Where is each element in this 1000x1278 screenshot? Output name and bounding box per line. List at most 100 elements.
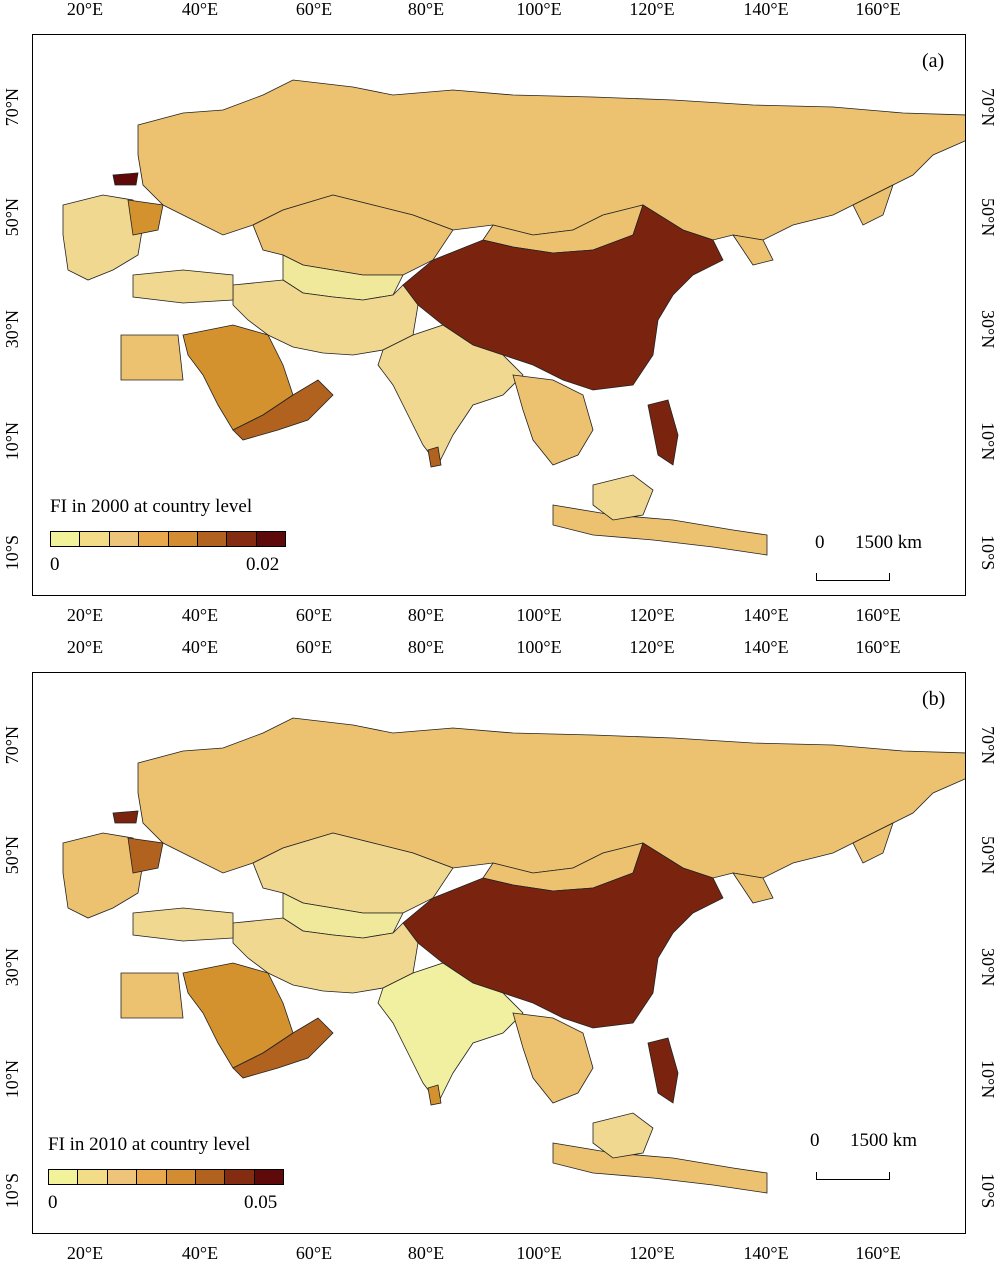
- kamchatka: [852, 184, 894, 226]
- lon-tick-bottom: 80°E: [407, 605, 445, 625]
- lon-tick-top: 140°E: [743, 637, 789, 657]
- lon-tick-bottom: 20°E: [66, 1243, 104, 1263]
- legend-swatch: [197, 532, 228, 546]
- country-map: [62, 79, 965, 556]
- legend-swatch: [195, 1170, 226, 1184]
- legend-swatch: [109, 532, 140, 546]
- japan: [732, 872, 774, 904]
- oman-yemen: [232, 1017, 334, 1079]
- lat-tick-right: 10°N: [978, 1060, 998, 1099]
- lon-tick-top: 160°E: [855, 0, 901, 19]
- sri-lanka: [427, 1084, 442, 1106]
- lon-tick-top: 140°E: [743, 0, 789, 19]
- scale-distance: 1500 km: [850, 1130, 918, 1151]
- legend-min: 0: [48, 1192, 58, 1213]
- indonesia: [552, 504, 768, 556]
- legend-color-bar: [50, 531, 286, 547]
- lon-tick-bottom: 40°E: [181, 605, 219, 625]
- lon-tick-top: 20°E: [66, 0, 104, 19]
- lon-tick-top: 120°E: [629, 637, 675, 657]
- indonesia: [552, 1142, 768, 1194]
- lon-tick-top: 60°E: [295, 637, 333, 657]
- india: [377, 324, 524, 466]
- legend-swatch: [80, 532, 110, 546]
- legend-swatch: [225, 1170, 255, 1184]
- lat-tick-right: 10°N: [978, 422, 998, 461]
- lon-tick-top: 120°E: [629, 0, 675, 19]
- lon-tick-top: 100°E: [516, 0, 562, 19]
- legend-swatch: [256, 532, 285, 546]
- legend-min: 0: [50, 554, 60, 575]
- lon-tick-bottom: 100°E: [516, 1243, 562, 1263]
- legend-title: FI in 2000 at country level: [50, 496, 253, 517]
- ukraine: [127, 837, 164, 874]
- scale-distance: 1500 km: [855, 532, 923, 553]
- egypt: [120, 334, 184, 381]
- lat-tick-left: 30°N: [2, 948, 22, 987]
- legend-swatch: [168, 532, 198, 546]
- se-asia: [512, 1012, 594, 1104]
- legend-swatch: [107, 1170, 138, 1184]
- lat-tick-right: 70°N: [978, 726, 998, 765]
- scale-bar: [816, 1172, 890, 1180]
- lat-tick-right: 10°S: [978, 1173, 998, 1209]
- lat-tick-left: 50°N: [2, 836, 22, 875]
- lat-tick-left: 10°N: [2, 1060, 22, 1099]
- lat-tick-left: 10°N: [2, 422, 22, 461]
- kamchatka: [852, 822, 894, 864]
- lat-tick-right: 30°N: [978, 948, 998, 987]
- turkey: [132, 907, 234, 942]
- ukraine: [127, 199, 164, 236]
- lat-tick-right: 50°N: [978, 198, 998, 237]
- lat-tick-left: 70°N: [2, 88, 22, 127]
- lat-tick-left: 70°N: [2, 726, 22, 765]
- lat-tick-left: 10°S: [2, 535, 22, 571]
- lat-tick-left: 10°S: [2, 1173, 22, 1209]
- lon-tick-bottom: 60°E: [295, 605, 333, 625]
- lat-tick-right: 70°N: [978, 88, 998, 127]
- map-frame: [32, 34, 966, 596]
- turkey: [132, 269, 234, 304]
- lon-tick-bottom: 100°E: [516, 605, 562, 625]
- country-map: [62, 717, 965, 1194]
- lon-tick-top: 20°E: [66, 637, 104, 657]
- legend-color-bar: [48, 1169, 284, 1185]
- legend-title: FI in 2010 at country level: [48, 1134, 251, 1155]
- se-asia: [512, 374, 594, 466]
- legend-max: 0.05: [244, 1192, 278, 1213]
- panel-label: (a): [922, 50, 945, 72]
- legend-max: 0.02: [246, 554, 280, 575]
- map-panel-2010: 20°E 40°E 60°E 80°E 100°E 120°E 140°E 16…: [0, 638, 1000, 1278]
- lat-tick-right: 50°N: [978, 836, 998, 875]
- russia: [137, 717, 965, 879]
- philippines: [647, 1037, 679, 1104]
- oman-yemen: [232, 379, 334, 441]
- legend-swatch: [137, 1170, 167, 1184]
- borneo: [592, 474, 654, 521]
- lat-tick-right: 10°S: [978, 535, 998, 571]
- lon-tick-bottom: 60°E: [295, 1243, 333, 1263]
- lat-tick-left: 30°N: [2, 310, 22, 349]
- legend-swatch: [227, 532, 257, 546]
- legend-swatch: [254, 1170, 283, 1184]
- scale-bar: [816, 573, 890, 581]
- legend-swatch: [78, 1170, 108, 1184]
- lon-tick-bottom: 160°E: [855, 605, 901, 625]
- panel-label: (b): [922, 688, 946, 710]
- lon-tick-top: 40°E: [181, 0, 219, 19]
- map-panel-2000: 20°E 40°E 60°E 80°E 100°E 120°E 140°E 16…: [2, 0, 998, 625]
- lon-tick-bottom: 140°E: [743, 605, 789, 625]
- lon-tick-top: 100°E: [516, 637, 562, 657]
- scale-zero: 0: [810, 1130, 820, 1151]
- lon-tick-top: 80°E: [407, 0, 445, 19]
- lat-tick-left: 50°N: [2, 198, 22, 237]
- legend-swatch: [49, 1170, 79, 1184]
- lon-tick-top: 80°E: [407, 637, 445, 657]
- borneo: [592, 1112, 654, 1159]
- egypt: [120, 972, 184, 1019]
- europe-west: [62, 832, 144, 919]
- lon-tick-bottom: 80°E: [407, 1243, 445, 1263]
- india: [377, 962, 524, 1104]
- philippines: [647, 399, 679, 466]
- lon-tick-top: 160°E: [855, 637, 901, 657]
